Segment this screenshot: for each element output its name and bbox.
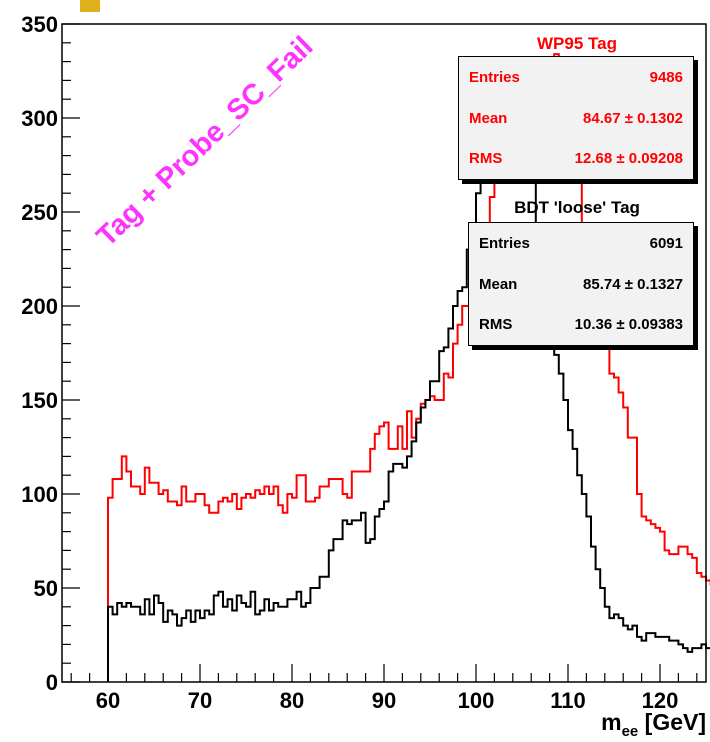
x-tick-label: 80 [280, 688, 304, 713]
x-tick-label: 90 [372, 688, 396, 713]
y-tick-label: 50 [34, 576, 58, 601]
x-axis-label-main: m [601, 709, 621, 735]
stats-key: RMS [469, 150, 503, 167]
x-axis-label-sub: ee [622, 723, 639, 740]
stats-title-bdt: BDT 'loose' Tag [514, 198, 640, 217]
corner-marker [80, 0, 100, 12]
stats-value: 6091 [649, 235, 683, 252]
axis-layer: 60 70 80 90 100 110 120 0 50 100 150 200 250 300 350 [21, 12, 707, 713]
y-tick-label: 150 [21, 388, 58, 413]
stats-value: 10.36 ± 0.09383 [574, 316, 683, 333]
stats-key: Mean [479, 276, 518, 293]
stats-value: 84.67 ± 0.1302 [583, 110, 683, 127]
stats-panel-wp95: Entries 9486 Mean 84.67 ± 0.1302 RMS 12.… [458, 56, 694, 180]
y-tick-label: 0 [46, 670, 58, 695]
y-tick-label: 350 [21, 12, 58, 37]
stats-key: Mean [469, 110, 508, 127]
stats-value: 9486 [649, 69, 683, 86]
chart-annotation: Tag + Probe_SC_Fail [91, 31, 320, 253]
x-tick-label: 120 [642, 688, 679, 713]
stats-key: Entries [479, 235, 530, 252]
y-tick-label: 300 [21, 106, 58, 131]
stats-row-mean: Mean 85.74 ± 0.1327 [479, 276, 683, 296]
y-tick-label: 100 [21, 482, 58, 507]
stats-value: 85.74 ± 0.1327 [583, 276, 683, 293]
x-axis-label: mee [GeV] [601, 709, 706, 740]
stats-row-rms: RMS 10.36 ± 0.09383 [479, 316, 683, 336]
stats-row-mean: Mean 84.67 ± 0.1302 [469, 110, 683, 130]
x-tick-label: 60 [96, 688, 120, 713]
y-tick-label: 250 [21, 200, 58, 225]
x-axis-label-unit: [GeV] [638, 709, 706, 735]
x-tick-label: 70 [188, 688, 212, 713]
x-tick-label: 110 [550, 688, 586, 713]
series-line-1 [107, 135, 710, 682]
stats-key: RMS [479, 316, 513, 333]
stats-row-entries: Entries 6091 [479, 235, 683, 255]
stats-row-rms: RMS 12.68 ± 0.09208 [469, 150, 683, 170]
y-tick-label: 200 [21, 294, 58, 319]
stats-value: 12.68 ± 0.09208 [574, 150, 683, 167]
stats-key: Entries [469, 69, 520, 86]
stats-panel-bdt: Entries 6091 Mean 85.74 ± 0.1327 RMS 10.… [468, 222, 694, 346]
stats-title-wp95: WP95 Tag [537, 34, 617, 53]
x-tick-label: 100 [458, 688, 495, 713]
stats-row-entries: Entries 9486 [469, 69, 683, 89]
